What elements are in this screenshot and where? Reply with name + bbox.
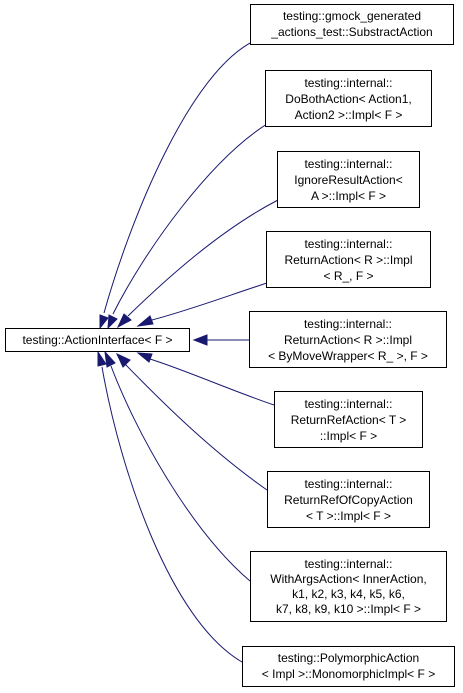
node-label-line: _actions_test::SubstractAction: [270, 25, 432, 39]
derived-node-return-action[interactable]: testing::internal:: ReturnAction< R >::I…: [266, 231, 431, 288]
arrowhead-polymorphic: [97, 350, 107, 367]
node-label-line: testing::internal::: [304, 157, 392, 171]
node-label-line: < Impl >::MonomorphicImpl< F >: [262, 667, 435, 681]
arrowhead-returnaction-bymove: [192, 334, 208, 346]
node-label-line: testing::internal::: [304, 317, 392, 331]
node-label-line: A >::Impl< F >: [311, 189, 386, 203]
node-label-line: < ByMoveWrapper< R_ >, F >: [268, 349, 428, 363]
node-label-line: testing::internal::: [304, 557, 392, 571]
arrowhead-returnaction: [136, 315, 154, 327]
node-label-line: < R_, F >: [323, 269, 373, 283]
arrowheads: [97, 313, 208, 368]
node-label-line: ReturnRefOfCopyAction: [284, 493, 413, 507]
node-label-line: WithArgsAction< InnerAction,: [270, 572, 426, 586]
arrowhead-withargs: [104, 350, 116, 368]
edge-doboth: [112, 123, 268, 315]
node-label-line: ReturnRefAction< T >: [291, 413, 407, 427]
node-label-line: testing::internal::: [304, 76, 392, 90]
arrowhead-returnref: [136, 352, 153, 363]
derived-node-withargs-action[interactable]: testing::internal:: WithArgsAction< Inne…: [250, 551, 447, 622]
edge-substract: [103, 39, 257, 314]
derived-node-return-action-bymove[interactable]: testing::internal:: ReturnAction< R >::I…: [249, 311, 447, 368]
arrowhead-substract: [99, 314, 109, 330]
edge-withargs: [110, 365, 251, 582]
arrowhead-returnrefofcopy: [115, 352, 131, 368]
arrowhead-ignoreresult: [116, 313, 132, 329]
node-label-line: ::Impl< F >: [320, 429, 377, 443]
base-class-node[interactable]: testing::ActionInterface< F >: [5, 328, 190, 352]
node-label-line: testing::internal::: [304, 237, 392, 251]
derived-node-polymorphic-action[interactable]: testing::PolymorphicAction < Impl >::Mon…: [242, 646, 455, 687]
node-label-line: testing::PolymorphicAction: [278, 651, 419, 665]
edge-returnaction: [151, 282, 268, 321]
node-label-line: < T >::Impl< F >: [306, 509, 391, 523]
node-label-line: DoBothAction< Action1,: [285, 92, 411, 106]
derived-node-substract-action[interactable]: testing::gmock_generated _actions_test::…: [250, 4, 454, 45]
node-label-line: Action2 >::Impl< F >: [295, 108, 403, 122]
derived-node-returnref-action[interactable]: testing::internal:: ReturnRefAction< T >…: [274, 391, 423, 448]
node-label-line: testing::gmock_generated: [283, 9, 421, 23]
derived-node-returnrefofcopy-action[interactable]: testing::internal:: ReturnRefOfCopyActio…: [267, 471, 430, 528]
node-label-line: IgnoreResultAction<: [294, 173, 402, 187]
node-label-line: testing::internal::: [304, 397, 392, 411]
derived-node-doboth-action[interactable]: testing::internal:: DoBothAction< Action…: [265, 70, 432, 127]
node-label-line: k1, k2, k3, k4, k5, k6,: [292, 587, 405, 601]
node-label-line: ReturnAction< R >::Impl: [284, 333, 412, 347]
derived-node-ignoreresult-action[interactable]: testing::internal:: IgnoreResultAction< …: [277, 151, 420, 208]
arrowhead-doboth: [107, 314, 118, 330]
base-class-label: testing::ActionInterface< F >: [22, 333, 172, 347]
node-label-line: k7, k8, k9, k10 >::Impl< F >: [276, 602, 421, 616]
edge-polymorphic: [101, 366, 243, 663]
edge-ignoreresult: [127, 199, 279, 317]
edges: [101, 39, 279, 663]
node-label-line: ReturnAction< R >::Impl: [284, 253, 412, 267]
edge-returnrefofcopy: [124, 363, 268, 491]
node-label-line: testing::internal::: [304, 477, 392, 491]
edge-returnref: [149, 358, 275, 406]
